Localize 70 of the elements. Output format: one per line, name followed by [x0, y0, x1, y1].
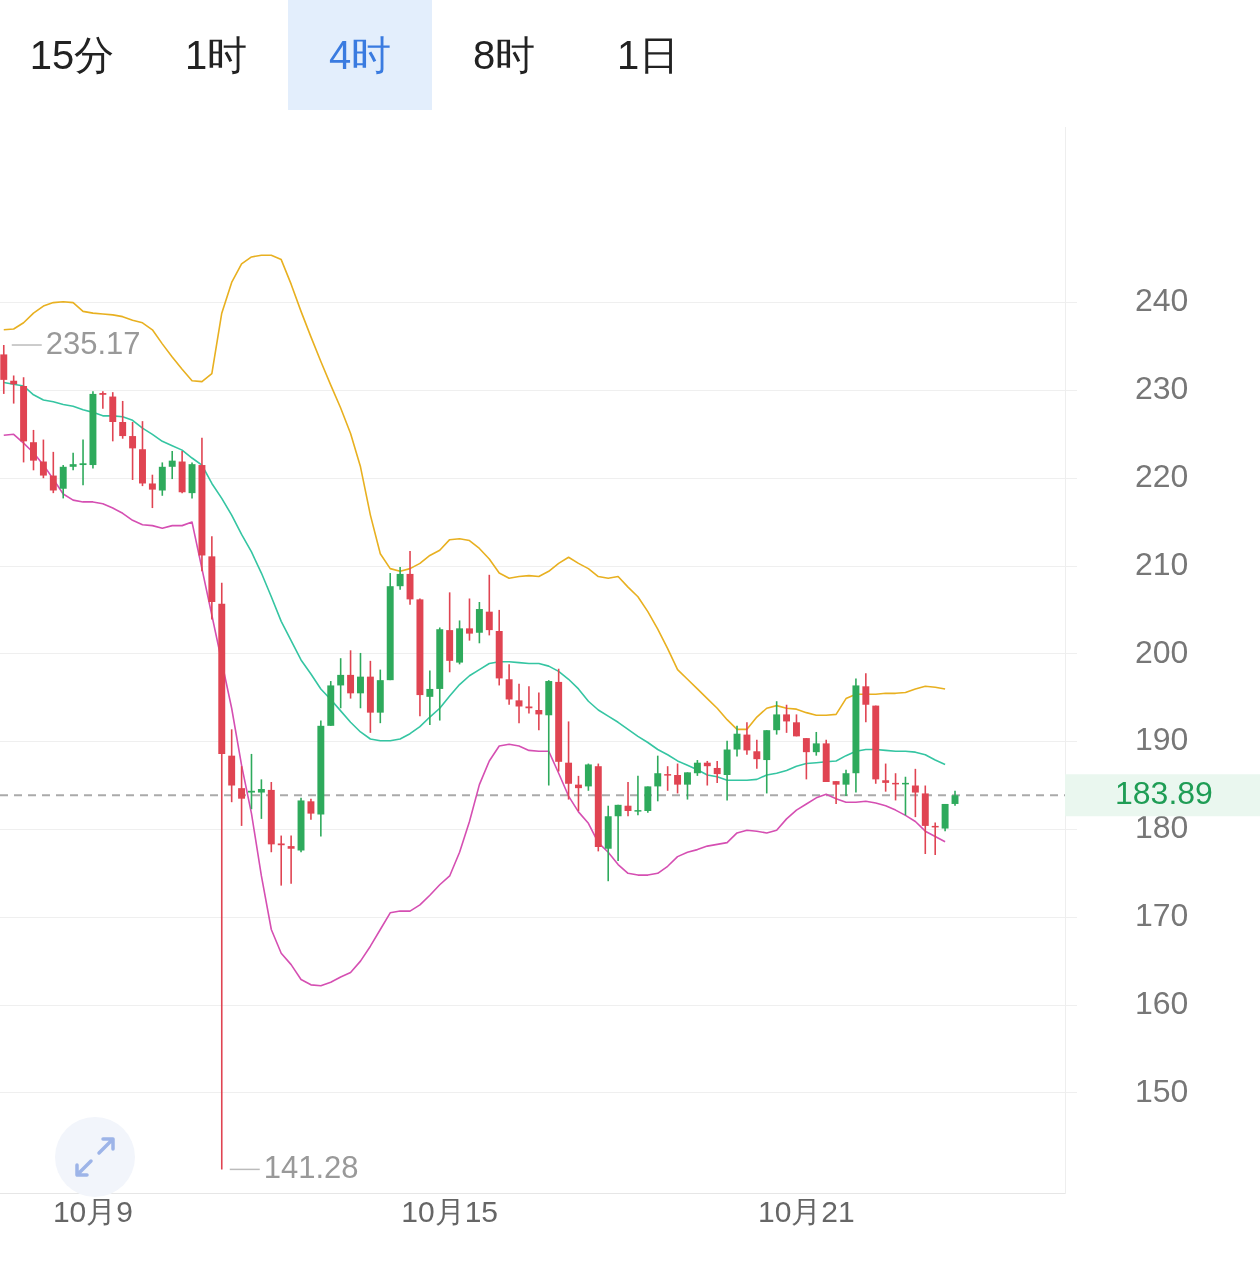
- candlestick: [49, 451, 57, 494]
- candlestick: [158, 461, 166, 497]
- candlestick: [654, 754, 662, 803]
- candlestick: [39, 438, 47, 480]
- candlestick: [634, 775, 642, 817]
- candlestick: [862, 672, 870, 724]
- candlestick: [614, 804, 622, 862]
- candlestick: [485, 573, 493, 637]
- candlestick: [396, 566, 404, 591]
- candlestick: [79, 438, 87, 487]
- candlestick: [99, 390, 107, 410]
- annotation: 235.17: [45, 325, 141, 361]
- y-tick-label: 200: [1135, 633, 1189, 670]
- candlestick: [466, 597, 473, 642]
- candlestick: [475, 601, 483, 645]
- x-tick-label: 10月9: [52, 1195, 133, 1229]
- y-tick-label: 170: [1135, 897, 1189, 934]
- candlestick: [248, 753, 255, 811]
- candlestick: [426, 669, 434, 726]
- y-tick-label: 150: [1135, 1072, 1189, 1109]
- text: 1时: [183, 31, 249, 79]
- candlestick: [238, 765, 246, 827]
- text: 1日: [615, 31, 681, 79]
- candlestick: [307, 797, 315, 821]
- candlestick: [911, 768, 919, 818]
- annotation: 141.28: [263, 1149, 359, 1185]
- candlestick: [277, 834, 285, 887]
- candlestick: [257, 778, 265, 820]
- candlestick: [743, 721, 751, 756]
- candlestick: [753, 739, 761, 770]
- text: 15分: [28, 31, 116, 79]
- candlestick: [842, 768, 850, 797]
- y-tick-label: 180: [1135, 809, 1189, 846]
- candlestick: [357, 652, 364, 710]
- y-tick-label: 160: [1135, 984, 1189, 1021]
- candlestick: [674, 762, 682, 795]
- y-tick-label: 240: [1135, 282, 1189, 319]
- candlestick: [684, 771, 691, 801]
- candlestick: [287, 834, 295, 885]
- y-tick-label: 190: [1135, 721, 1189, 758]
- candlestick: [802, 737, 810, 781]
- candlestick: [773, 700, 781, 736]
- candlestick: [525, 685, 533, 715]
- candlestick: [168, 450, 176, 480]
- text: 4时: [288, 0, 432, 110]
- candlestick: [148, 473, 156, 509]
- candlestick: [129, 421, 137, 481]
- candlestick: [337, 657, 345, 710]
- candlestick: [882, 762, 890, 793]
- y-tick-label: 230: [1135, 370, 1189, 407]
- candlestick: [69, 451, 77, 472]
- candlestick: [30, 429, 37, 472]
- x-tick-label: 10月15: [401, 1195, 499, 1229]
- candlestick: [584, 762, 592, 792]
- candlestick: [832, 780, 840, 805]
- candlestick: [713, 760, 721, 784]
- candlestick: [664, 765, 672, 792]
- text: 8时: [471, 31, 537, 79]
- candlestick: [565, 720, 573, 801]
- candlestick: [59, 464, 67, 500]
- x-tick-label: 10月21: [758, 1195, 855, 1229]
- y-tick-label: 210: [1135, 545, 1189, 582]
- candlestick: [535, 691, 543, 731]
- candlestick: [783, 703, 791, 734]
- y-tick-label: 220: [1135, 458, 1189, 495]
- ref-line-label: 183.89: [1115, 775, 1213, 812]
- candlestick: [505, 663, 513, 706]
- candlestick: [347, 649, 355, 700]
- candlestick: [119, 400, 127, 440]
- candlestick: [812, 731, 820, 757]
